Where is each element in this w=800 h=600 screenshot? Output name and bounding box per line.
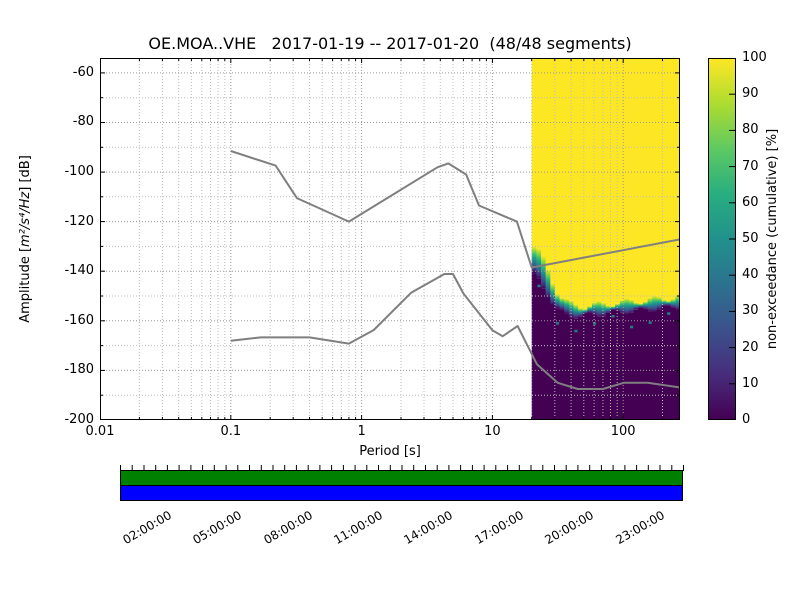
- x-tick-label: 0.1: [220, 424, 242, 439]
- colorbar-tick-label: 40: [742, 267, 759, 283]
- x-tick-label: 10: [484, 424, 501, 439]
- colorbar-tick-label: 20: [742, 339, 759, 355]
- y-axis-label: Amplitude [m²/s⁴/Hz] [dB]: [18, 58, 36, 420]
- colorbar-tick-label: 10: [742, 375, 759, 391]
- colorbar-tick-label: 0: [742, 412, 751, 427]
- y-tick-label: -140: [64, 263, 94, 279]
- y-tick-label: -100: [64, 164, 94, 180]
- y-axis-label-prefix: Amplitude [: [18, 246, 33, 323]
- colorbar-tick-label: 60: [742, 194, 759, 210]
- ppsd-plot-canvas: [100, 58, 680, 420]
- y-axis-label-suffix: ] [dB]: [18, 155, 33, 192]
- x-tick-label: 1: [357, 424, 366, 439]
- x-axis-label: Period [s]: [359, 444, 421, 459]
- y-axis-label-units: m²/s⁴/Hz: [18, 191, 33, 247]
- colorbar-tick-marks: [729, 58, 735, 420]
- y-tick-label: -180: [64, 362, 94, 378]
- colorbar-tick-label: 100: [742, 50, 767, 65]
- processed-times-bar: [120, 485, 683, 501]
- y-tick-label: -80: [72, 114, 94, 130]
- data-coverage-bar: [120, 470, 683, 486]
- colorbar-label: non-exceedance (cumulative) [%]: [765, 128, 780, 350]
- x-tick-label: 0.01: [85, 424, 115, 439]
- colorbar-tick-label: 70: [742, 158, 759, 174]
- y-tick-label: -60: [72, 64, 94, 80]
- colorbar-tick-label: 50: [742, 231, 759, 246]
- colorbar-tick-label: 80: [742, 122, 759, 138]
- y-tick-label: -200: [64, 412, 94, 427]
- colorbar-tick-label: 90: [742, 86, 759, 102]
- x-tick-label: 100: [610, 424, 636, 439]
- y-tick-label: -120: [64, 213, 94, 229]
- y-tick-label: -160: [64, 312, 94, 328]
- figure-title: OE.MOA..VHE 2017-01-19 -- 2017-01-20 (48…: [148, 34, 632, 53]
- colorbar-tick-label: 30: [742, 303, 759, 319]
